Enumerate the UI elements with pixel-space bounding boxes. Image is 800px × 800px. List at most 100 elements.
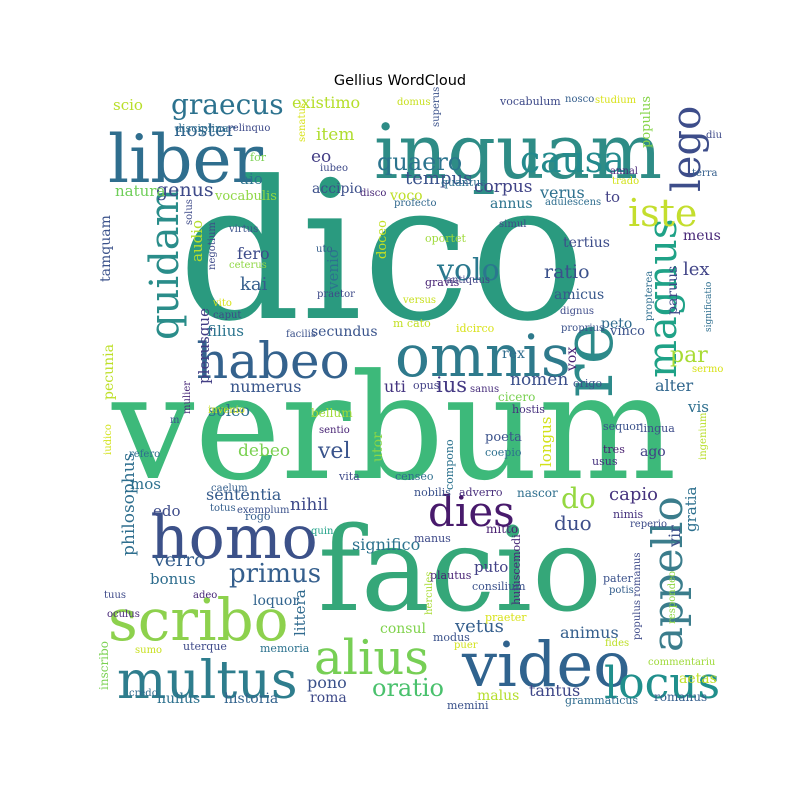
word-quantus: quantus bbox=[441, 176, 486, 189]
word-respondeo: respondeo bbox=[667, 571, 678, 624]
word-tamquam: tamquam bbox=[98, 215, 114, 282]
word-superus: superus bbox=[431, 87, 442, 127]
word-duo: duo bbox=[554, 511, 592, 535]
word-venio: venio bbox=[324, 249, 342, 291]
word-paruus: paruus bbox=[665, 266, 681, 315]
word-mos: mos bbox=[130, 475, 161, 493]
word-romanus: romanus bbox=[654, 690, 707, 704]
word-tantus: tantus bbox=[529, 681, 580, 700]
word-consul: consul bbox=[380, 621, 426, 637]
word-adverro: adverro bbox=[459, 486, 503, 499]
word-exemplum: exemplum bbox=[237, 505, 290, 516]
word-tempus: tempus bbox=[405, 168, 472, 189]
word-corpus: corpus bbox=[474, 177, 532, 197]
word-vetus: vetus bbox=[454, 616, 504, 637]
word-soleo: soleo bbox=[208, 401, 250, 420]
word-invenio: invenio bbox=[208, 405, 245, 416]
word-memini: memini bbox=[447, 699, 489, 712]
word-liber: liber bbox=[108, 121, 264, 198]
word-numerus: numerus bbox=[230, 377, 301, 396]
word-ago: ago bbox=[640, 444, 666, 460]
word-genus: genus bbox=[156, 179, 214, 201]
word-voco: voco bbox=[389, 188, 423, 204]
word-edo: edo bbox=[153, 502, 181, 520]
word-nascor: nascor bbox=[517, 486, 558, 500]
word-littera: littera bbox=[291, 589, 309, 636]
word-negotium: negotium bbox=[207, 222, 218, 270]
word-terra: terra bbox=[692, 168, 717, 179]
word-debeo: debeo bbox=[238, 441, 290, 461]
word-bellum: bellum bbox=[311, 406, 353, 420]
word-secundus: secundus bbox=[311, 324, 378, 340]
word-eo: eo bbox=[311, 147, 331, 167]
word-nosco: nosco bbox=[565, 94, 594, 105]
word-iudico: iudico bbox=[103, 424, 114, 455]
word-item: item bbox=[316, 125, 354, 145]
word-natura: natura bbox=[115, 182, 165, 200]
word-rogo: rogo bbox=[245, 510, 271, 523]
word-appello: appello bbox=[643, 496, 692, 652]
word-populus-romanus: populus romanus bbox=[632, 553, 643, 640]
word-sanus: sanus bbox=[470, 384, 499, 395]
word-scio: scio bbox=[113, 96, 143, 114]
word-fero: fero bbox=[237, 244, 270, 263]
word-verus: verus bbox=[539, 183, 585, 202]
word-memoria: memoria bbox=[260, 642, 310, 655]
word-lingua: lingua bbox=[640, 422, 675, 435]
word-sentio: sentio bbox=[319, 425, 350, 436]
word-credo: credo bbox=[129, 688, 158, 699]
word-doceo: doceo bbox=[375, 220, 390, 259]
word-nihil: nihil bbox=[290, 495, 328, 515]
word-iste: iste bbox=[628, 191, 697, 235]
word-sequor: sequor bbox=[603, 420, 642, 433]
word-m: m bbox=[170, 415, 180, 426]
word-annal: annal bbox=[610, 166, 638, 177]
word-roma: roma bbox=[310, 690, 347, 706]
word-senatus: senatus bbox=[297, 103, 308, 142]
word-praetor: praetor bbox=[317, 289, 355, 300]
word-versus: versus bbox=[402, 295, 436, 306]
word-puto: puto bbox=[474, 558, 508, 576]
word-reperio: reperio bbox=[630, 519, 667, 530]
word-oportet: oportet bbox=[425, 232, 466, 245]
word-huiuscemodi: huiuscemodi bbox=[510, 534, 523, 605]
word-amicus: amicus bbox=[554, 287, 604, 303]
word-lego: lego bbox=[664, 106, 710, 192]
word-uterque: uterque bbox=[183, 640, 227, 653]
word-inscribo: inscribo bbox=[97, 641, 111, 690]
word-mitto: mitto bbox=[486, 522, 518, 536]
word-modus: modus bbox=[433, 631, 470, 644]
word-pono: pono bbox=[307, 673, 347, 692]
word-totus: totus bbox=[210, 503, 236, 514]
word-sententia: sententia bbox=[206, 485, 282, 504]
word-populus: populus bbox=[639, 96, 654, 148]
word-trado: trado bbox=[612, 176, 639, 187]
word-verbum: verbum bbox=[111, 343, 677, 513]
word-usus: usus bbox=[592, 455, 618, 468]
word-coepio: coepio bbox=[485, 446, 522, 459]
word-uto: uto bbox=[316, 244, 332, 255]
word-diu: diu bbox=[706, 130, 723, 141]
word-utor: utor bbox=[370, 432, 386, 462]
word-poeta: poeta bbox=[485, 430, 522, 445]
word-volo: volo bbox=[436, 253, 500, 288]
word-quidam: quidam bbox=[142, 188, 188, 340]
word-oculus: oculus bbox=[107, 609, 140, 620]
word-mulier: mulier bbox=[182, 381, 193, 414]
word-sumo: sumo bbox=[135, 645, 162, 656]
word-loquor: loquor bbox=[253, 593, 299, 609]
word-multus: multus bbox=[117, 651, 298, 711]
word-vita: vita bbox=[338, 470, 360, 483]
word-primus: primus bbox=[229, 559, 321, 589]
word-habeo: habeo bbox=[196, 332, 350, 390]
word-refero: refero bbox=[129, 449, 160, 460]
word-meus: meus bbox=[683, 228, 721, 244]
word-disco: disco bbox=[360, 188, 386, 199]
word-uti: uti bbox=[384, 377, 406, 396]
word-vir: vir bbox=[665, 525, 684, 548]
word-opus: opus bbox=[413, 379, 440, 392]
word-vel: vel bbox=[317, 439, 350, 464]
word-relinquo: relinquo bbox=[228, 123, 270, 134]
word-significo: significo bbox=[352, 535, 420, 554]
